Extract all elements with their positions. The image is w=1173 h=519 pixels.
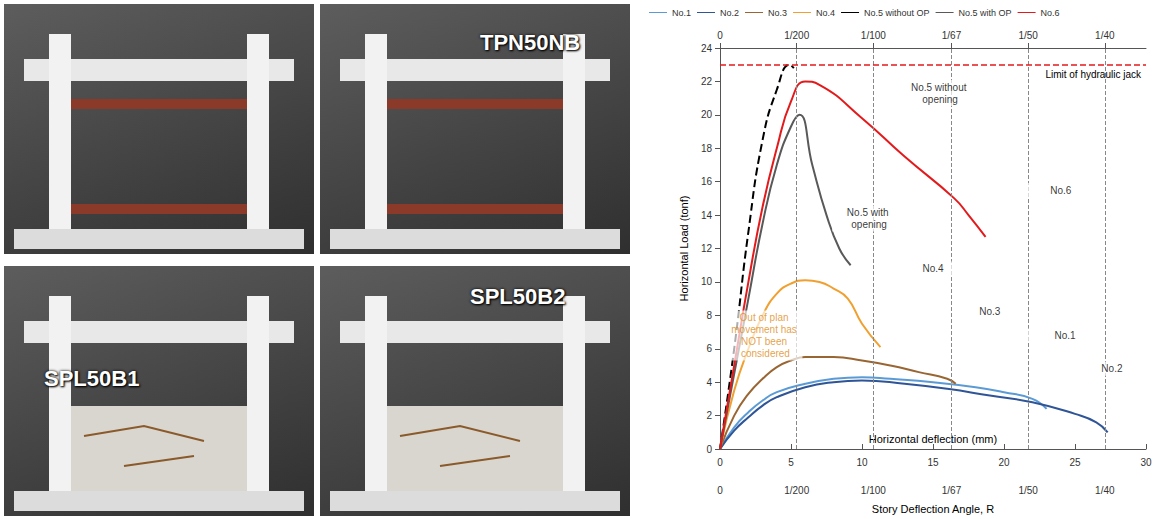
- svg-text:1/100: 1/100: [861, 485, 886, 496]
- svg-text:0: 0: [717, 457, 723, 468]
- svg-text:No.4: No.4: [816, 8, 835, 18]
- svg-text:Limit of hydraulic jack: Limit of hydraulic jack: [1045, 69, 1142, 80]
- svg-text:No.1: No.1: [1054, 330, 1076, 341]
- svg-text:1/40: 1/40: [1095, 485, 1115, 496]
- svg-text:24: 24: [701, 43, 713, 54]
- html-text:SPL50B2: SPL50B2: [470, 284, 566, 309]
- svg-text:NOT been: NOT been: [741, 336, 790, 347]
- svg-text:20: 20: [998, 457, 1010, 468]
- svg-text:No.5 without OP: No.5 without OP: [864, 8, 930, 18]
- svg-text:opening: opening: [922, 94, 958, 105]
- html-text:TPN50NB: TPN50NB: [480, 30, 581, 55]
- svg-text:No.3: No.3: [979, 306, 1001, 317]
- svg-text:Horizontal deflection (mm): Horizontal deflection (mm): [869, 433, 997, 445]
- svg-text:1/50: 1/50: [1018, 30, 1038, 41]
- svg-text:1/67: 1/67: [942, 485, 962, 496]
- html-text:SPL50B1: SPL50B1: [44, 366, 140, 391]
- svg-text:1/50: 1/50: [1018, 485, 1038, 496]
- svg-text:30: 30: [1140, 457, 1152, 468]
- svg-text:22: 22: [701, 76, 713, 87]
- svg-text:1/200: 1/200: [784, 485, 809, 496]
- svg-text:movement has: movement has: [731, 324, 799, 335]
- svg-text:Horizontal Load (tonf): Horizontal Load (tonf): [678, 196, 690, 302]
- svg-text:Story Deflection Angle, R: Story Deflection Angle, R: [872, 503, 994, 515]
- svg-text:0: 0: [706, 444, 712, 455]
- svg-text:1/100: 1/100: [861, 30, 886, 41]
- svg-text:No.4: No.4: [922, 263, 944, 274]
- svg-text:No.2: No.2: [1101, 363, 1123, 374]
- svg-text:No.6: No.6: [1050, 185, 1072, 196]
- svg-text:0: 0: [717, 485, 723, 496]
- svg-text:0: 0: [717, 30, 723, 41]
- svg-text:No.1: No.1: [672, 8, 691, 18]
- svg-text:6: 6: [706, 343, 712, 354]
- svg-text:opening: opening: [851, 219, 887, 230]
- svg-text:16: 16: [701, 176, 713, 187]
- svg-text:25: 25: [1069, 457, 1081, 468]
- svg-text:2: 2: [706, 410, 712, 421]
- svg-text:1/40: 1/40: [1095, 30, 1115, 41]
- svg-text:14: 14: [701, 210, 713, 221]
- svg-text:1/67: 1/67: [942, 30, 962, 41]
- svg-text:No.3: No.3: [768, 8, 787, 18]
- svg-text:No.5 with OP: No.5 with OP: [959, 8, 1012, 18]
- svg-text:No.2: No.2: [720, 8, 739, 18]
- svg-text:No.6: No.6: [1041, 8, 1060, 18]
- svg-text:5: 5: [788, 457, 794, 468]
- svg-text:considered: considered: [741, 348, 790, 359]
- svg-text:4: 4: [706, 377, 712, 388]
- svg-text:8: 8: [706, 310, 712, 321]
- svg-text:Out of plan: Out of plan: [740, 312, 792, 323]
- svg-text:10: 10: [856, 457, 868, 468]
- svg-text:12: 12: [701, 243, 713, 254]
- svg-text:20: 20: [701, 109, 713, 120]
- svg-text:15: 15: [927, 457, 939, 468]
- svg-text:10: 10: [701, 276, 713, 287]
- svg-text:No.5 without: No.5 without: [911, 82, 969, 93]
- svg-text:18: 18: [701, 143, 713, 154]
- svg-text:1/200: 1/200: [784, 30, 809, 41]
- svg-text:No.5 with: No.5 with: [847, 207, 891, 218]
